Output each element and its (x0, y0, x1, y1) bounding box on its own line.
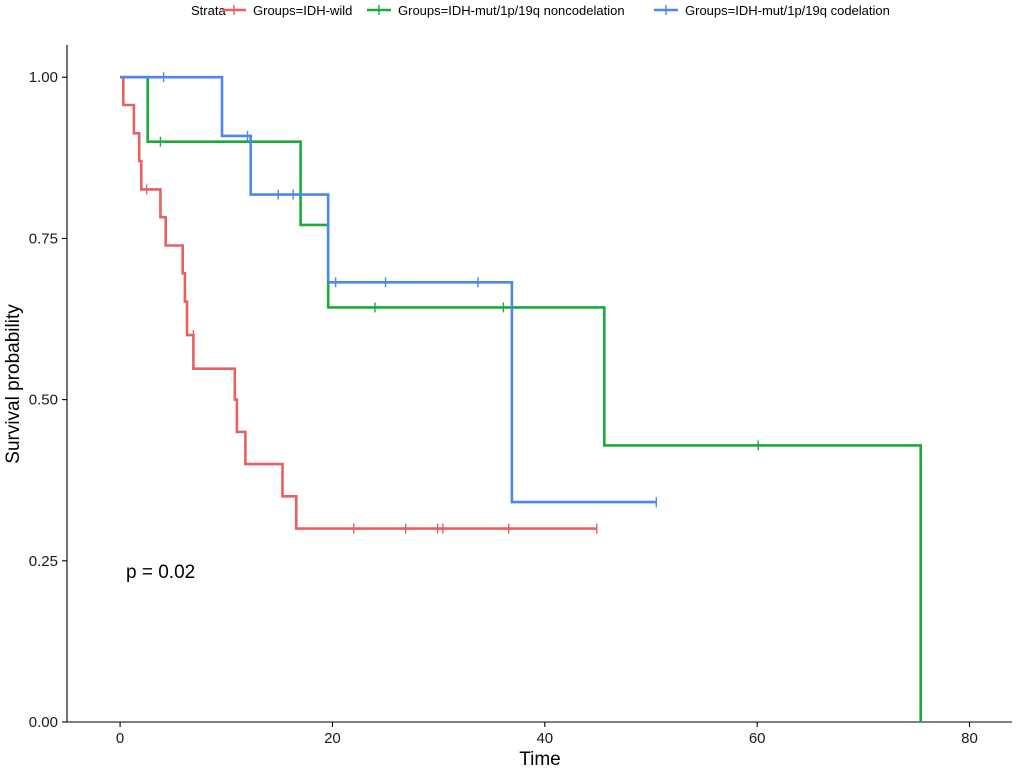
survival-curve (120, 75, 922, 722)
x-tick-label: 0 (116, 730, 124, 747)
p-value-annotation: p = 0.02 (126, 562, 195, 583)
series-1 (120, 75, 598, 534)
series-layer (120, 72, 922, 722)
legend-label: Groups=IDH-wild (253, 3, 352, 18)
y-axis-title: Survival probability (3, 304, 24, 464)
series-3 (120, 72, 657, 508)
x-tick-label: 20 (324, 730, 341, 747)
y-tick-label: 0.75 (29, 230, 58, 247)
legend-label: Groups=IDH-mut/1p/19q codelation (685, 3, 890, 18)
x-axis-title: Time (519, 749, 561, 769)
y-tick-label: 0.00 (29, 714, 58, 731)
legend-label: Groups=IDH-mut/1p/19q noncodelation (398, 3, 625, 18)
x-ticks: 0 20 40 60 80 (116, 722, 978, 747)
y-tick-label: 0.25 (29, 553, 58, 570)
survival-curve (120, 75, 657, 504)
x-tick-label: 80 (961, 730, 978, 747)
legend: Strata Groups=IDH-wild Groups=IDH-mut/1p/… (191, 3, 890, 18)
y-tick-label: 0.50 (29, 392, 58, 409)
x-tick-label: 60 (749, 730, 766, 747)
y-tick-label: 1.00 (29, 69, 58, 86)
legend-title: Strata (191, 3, 226, 18)
y-ticks: 0.00 0.25 0.50 0.75 1.00 (29, 69, 67, 731)
series-2 (120, 75, 922, 722)
survival-curve (120, 75, 597, 530)
axes (66, 45, 1012, 723)
x-tick-label: 40 (536, 730, 553, 747)
